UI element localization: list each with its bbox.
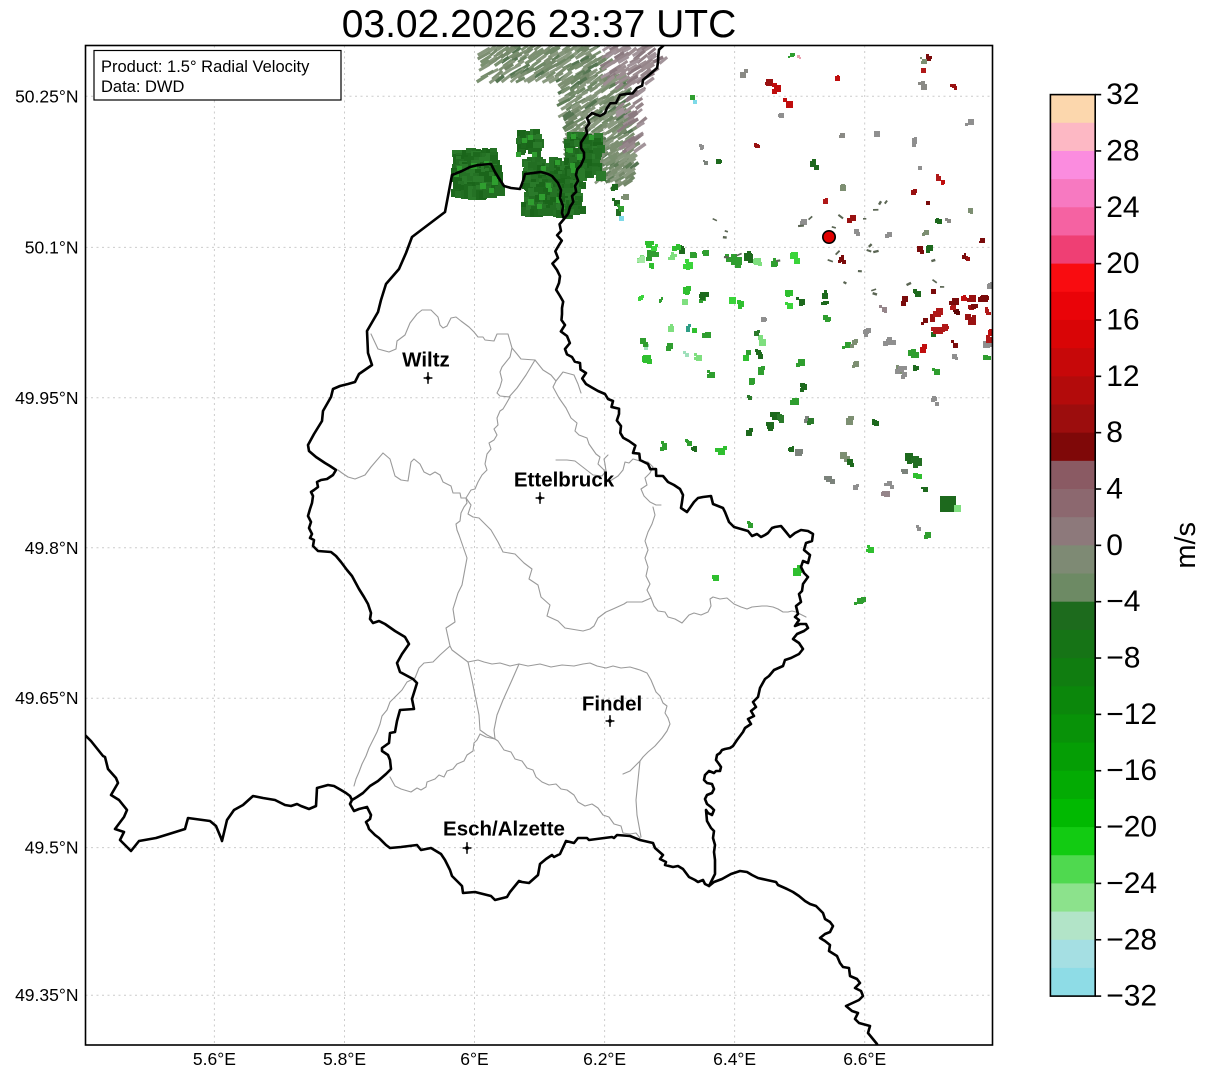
- svg-text:Esch/Alzette: Esch/Alzette: [443, 817, 565, 840]
- svg-text:6.2°E: 6.2°E: [583, 1049, 626, 1069]
- svg-text:5.8°E: 5.8°E: [323, 1049, 366, 1069]
- svg-text:49.5°N: 49.5°N: [25, 838, 79, 858]
- svg-text:m/s: m/s: [1170, 522, 1202, 569]
- svg-text:32: 32: [1106, 78, 1139, 111]
- svg-text:0: 0: [1106, 529, 1123, 562]
- svg-text:28: 28: [1106, 134, 1139, 167]
- svg-text:24: 24: [1106, 191, 1139, 224]
- svg-text:20: 20: [1106, 247, 1139, 280]
- svg-text:50.1°N: 50.1°N: [25, 237, 79, 257]
- svg-text:50.25°N: 50.25°N: [15, 86, 78, 106]
- svg-text:−24: −24: [1106, 867, 1157, 900]
- svg-text:8: 8: [1106, 416, 1123, 449]
- svg-text:6.6°E: 6.6°E: [843, 1049, 886, 1069]
- svg-text:4: 4: [1106, 473, 1123, 506]
- svg-text:−4: −4: [1106, 585, 1140, 618]
- svg-text:5.6°E: 5.6°E: [193, 1049, 236, 1069]
- svg-text:−12: −12: [1106, 698, 1157, 731]
- svg-text:Wiltz: Wiltz: [402, 348, 450, 371]
- svg-text:−16: −16: [1106, 754, 1157, 787]
- svg-text:−20: −20: [1106, 811, 1157, 844]
- svg-text:49.65°N: 49.65°N: [15, 688, 78, 708]
- svg-text:03.02.2026 23:37 UTC: 03.02.2026 23:37 UTC: [342, 3, 737, 46]
- svg-text:6.4°E: 6.4°E: [713, 1049, 756, 1069]
- svg-text:Data: DWD: Data: DWD: [101, 78, 185, 96]
- svg-text:49.8°N: 49.8°N: [25, 538, 79, 558]
- svg-text:Findel: Findel: [582, 692, 642, 715]
- svg-text:49.35°N: 49.35°N: [15, 985, 78, 1005]
- svg-text:Ettelbruck: Ettelbruck: [514, 468, 615, 491]
- svg-text:6°E: 6°E: [460, 1049, 488, 1069]
- svg-text:12: 12: [1106, 360, 1139, 393]
- svg-text:−8: −8: [1106, 642, 1140, 675]
- svg-text:−32: −32: [1106, 980, 1157, 1013]
- svg-text:49.95°N: 49.95°N: [15, 388, 78, 408]
- svg-text:Product: 1.5° Radial Velocity: Product: 1.5° Radial Velocity: [101, 58, 310, 76]
- svg-text:−28: −28: [1106, 923, 1157, 956]
- svg-text:16: 16: [1106, 303, 1139, 336]
